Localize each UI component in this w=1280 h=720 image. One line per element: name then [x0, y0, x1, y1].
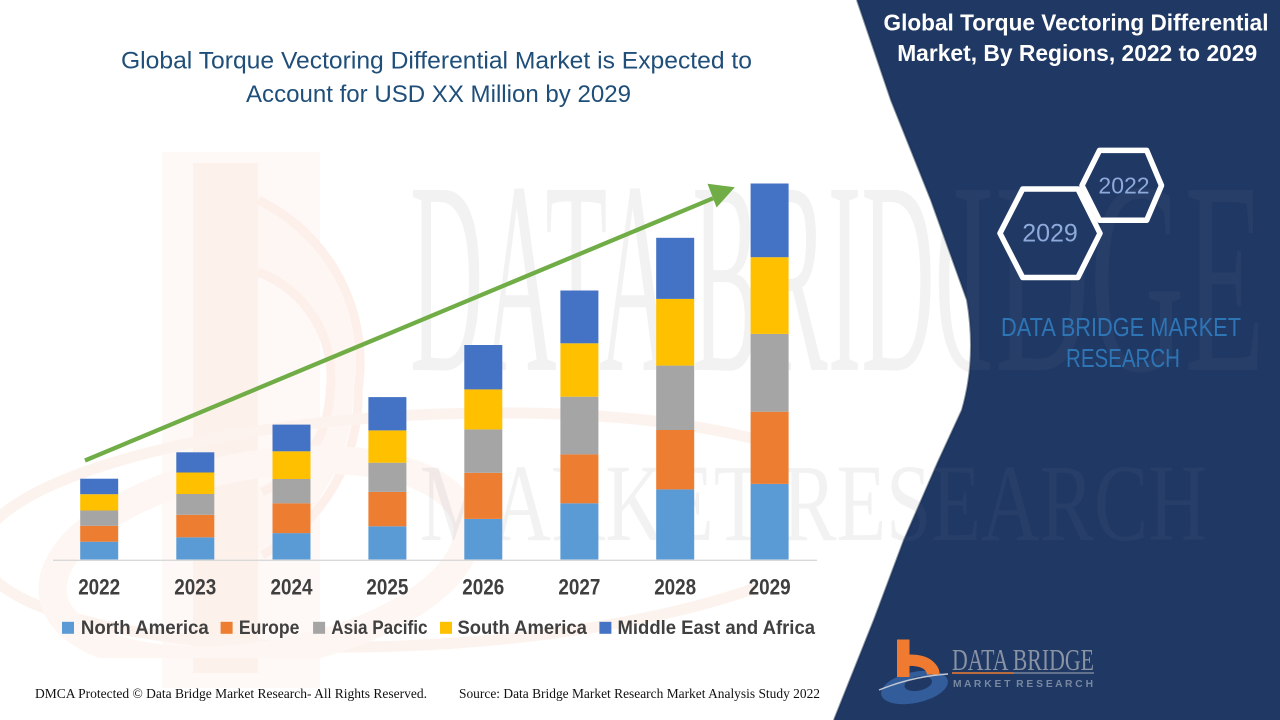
svg-text:Europe: Europe [239, 618, 300, 639]
svg-text:Asia Pacific: Asia Pacific [331, 618, 428, 639]
svg-text:Market, By Regions, 2022 to 20: Market, By Regions, 2022 to 2029 [897, 40, 1257, 66]
svg-text:2028: 2028 [654, 575, 696, 600]
svg-text:M A R K E T R E S E A R C H: M A R K E T R E S E A R C H [953, 678, 1093, 690]
svg-text:Middle East and Africa: Middle East and Africa [618, 618, 816, 639]
svg-text:MARKET RESEARCH: MARKET RESEARCH [420, 442, 1207, 564]
svg-text:2024: 2024 [271, 575, 314, 600]
svg-text:2022: 2022 [78, 575, 120, 600]
svg-text:North America: North America [81, 618, 209, 639]
svg-text:Global Torque Vectoring Differ: Global Torque Vectoring Differential Mar… [121, 47, 752, 74]
svg-text:South America: South America [458, 618, 588, 639]
svg-text:2022: 2022 [1098, 173, 1149, 199]
svg-text:2029: 2029 [749, 575, 791, 600]
svg-text:Source: Data Bridge Market Res: Source: Data Bridge Market Research Mark… [459, 686, 820, 701]
svg-text:DATA BRIDGE MARKET: DATA BRIDGE MARKET [1001, 312, 1241, 342]
svg-text:2029: 2029 [1022, 220, 1078, 248]
svg-text:2025: 2025 [366, 575, 408, 600]
svg-text:Account for USD XX Million by: Account for USD XX Million by 2029 [246, 81, 631, 108]
svg-text:Global Torque Vectoring Differ: Global Torque Vectoring Differential [884, 9, 1269, 35]
svg-text:DATA BRIDGE: DATA BRIDGE [952, 642, 1094, 677]
svg-text:2023: 2023 [174, 575, 216, 600]
svg-text:2026: 2026 [462, 575, 504, 600]
svg-text:2027: 2027 [558, 575, 600, 600]
svg-text:DMCA Protected © Data Bridge M: DMCA Protected © Data Bridge Market Rese… [35, 686, 427, 701]
svg-text:RESEARCH: RESEARCH [1066, 343, 1180, 373]
